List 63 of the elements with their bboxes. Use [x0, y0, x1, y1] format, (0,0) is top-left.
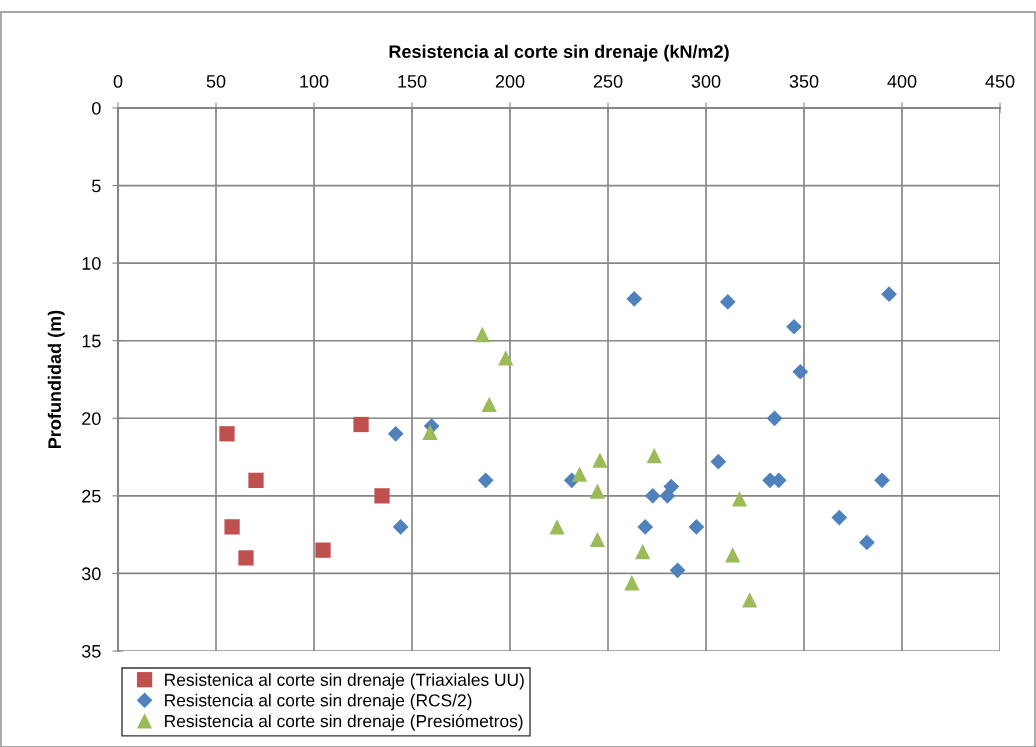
point: [725, 547, 741, 563]
point: [766, 410, 783, 427]
x-tick-label: 250: [593, 74, 623, 88]
legend-label: Resistenica al corte sin drenaje (Triaxiales UU): [165, 673, 524, 690]
legend-label: Resistencia al corte sin drenaje (Presiómetros): [165, 714, 523, 731]
point: [592, 452, 608, 468]
point: [498, 350, 514, 366]
y-tick-label: 15: [82, 334, 101, 348]
x-tick-label: 350: [789, 74, 819, 88]
point: [881, 286, 897, 303]
y-tick-label: 35: [81, 644, 101, 658]
point: [589, 531, 606, 547]
point: [238, 550, 254, 566]
point: [474, 326, 490, 343]
point: [646, 447, 662, 464]
y-tick-label: 10: [82, 257, 101, 270]
point: [624, 575, 640, 591]
y-tick-label: 0: [92, 101, 101, 115]
point: [571, 466, 588, 482]
y-tick-label: 5: [92, 179, 101, 193]
point: [549, 519, 565, 535]
point: [731, 491, 748, 507]
y-tick-label: 20: [82, 412, 101, 426]
point: [710, 453, 727, 470]
point: [859, 534, 875, 551]
point: [719, 294, 736, 310]
point: [786, 318, 802, 335]
point: [248, 472, 264, 488]
y-tick-label: 25: [82, 489, 101, 503]
point: [644, 488, 661, 504]
x-tick-label: 100: [300, 74, 329, 88]
point: [392, 519, 409, 535]
point: [315, 542, 331, 558]
x-tick-label: 450: [985, 74, 1015, 88]
legend-label: Resistencia al corte sin drenaje (RCS/2): [165, 693, 472, 710]
y-axis-title: Profundidad (m): [47, 310, 65, 448]
point: [792, 363, 809, 380]
point: [831, 509, 848, 526]
point: [659, 488, 676, 504]
x-tick-label: 0: [113, 74, 123, 88]
point: [742, 592, 758, 608]
point: [224, 519, 240, 535]
point: [669, 562, 686, 579]
point: [422, 424, 438, 440]
x-tick-label: 150: [398, 74, 427, 88]
x-tick-label: 400: [887, 74, 917, 88]
x-tick-label: 300: [691, 74, 721, 88]
point: [589, 483, 606, 499]
y-tick-label: 30: [81, 567, 101, 581]
x-axis-title: Resistencia al corte sin drenaje (kN/m2): [389, 44, 729, 62]
point: [353, 416, 369, 433]
point: [688, 519, 705, 535]
x-tick-label: 200: [495, 74, 525, 88]
point: [481, 396, 497, 412]
point: [626, 290, 643, 307]
point: [874, 472, 890, 489]
point: [477, 472, 494, 489]
point: [219, 426, 235, 442]
point: [635, 544, 651, 560]
point: [374, 488, 390, 504]
point: [387, 425, 404, 442]
x-tick-label: 50: [206, 74, 226, 88]
point: [637, 519, 654, 535]
